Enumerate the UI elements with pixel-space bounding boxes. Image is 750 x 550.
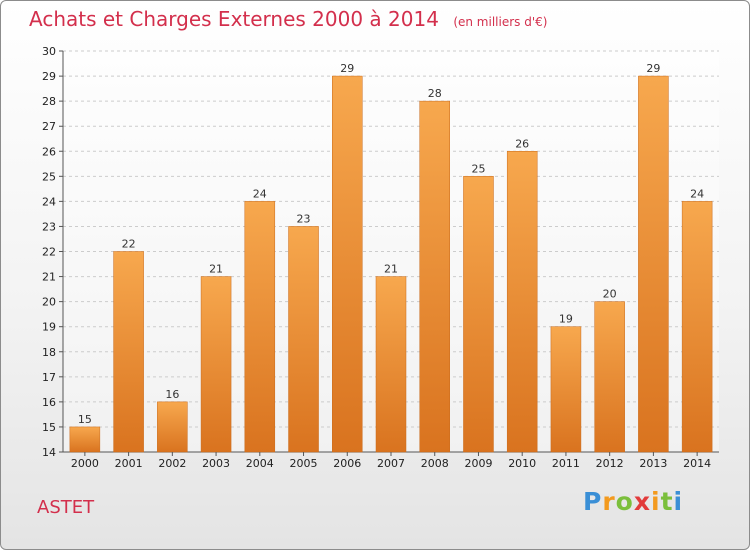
x-tick-label: 2003 [202,457,230,470]
bar-2013 [638,75,669,453]
bar-2012 [594,301,625,453]
data-label: 21 [384,263,398,276]
x-tick-label: 2004 [246,457,274,470]
x-tick-label: 2012 [596,457,624,470]
data-label: 15 [78,413,92,426]
bar-2003 [200,276,232,453]
bar-2010 [506,151,538,453]
y-tick-label: 18 [42,346,56,359]
x-tick-label: 2001 [115,457,143,470]
x-tick-label: 2000 [71,457,99,470]
x-tick-label: 2009 [464,457,492,470]
data-label: 20 [603,288,617,301]
x-tick-label: 2005 [290,457,318,470]
bar-2014 [681,201,713,453]
y-tick-label: 30 [42,45,56,58]
bar-2006 [332,75,363,453]
x-tick-label: 2008 [421,457,449,470]
data-label: 23 [297,212,311,225]
data-label: 29 [340,62,354,75]
y-tick-label: 21 [42,271,56,284]
bar-2009 [463,176,494,453]
y-tick-label: 22 [42,246,56,259]
y-tick-label: 25 [42,170,56,183]
y-tick-label: 16 [42,396,56,409]
y-tick-label: 17 [42,371,56,384]
y-tick-label: 15 [42,421,56,434]
y-tick-label: 23 [42,220,56,233]
chart-title-text: Achats et Charges Externes 2000 à 2014 [29,7,439,31]
chart-subtitle: (en milliers d'€) [453,15,548,29]
data-label: 24 [690,187,704,200]
x-tick-label: 2013 [639,457,667,470]
y-tick-label: 28 [42,95,56,108]
bar-2008 [419,100,450,453]
data-label: 19 [559,313,573,326]
bar-2002 [157,401,188,453]
x-tick-label: 2011 [552,457,580,470]
bar-2004 [244,201,276,453]
x-tick-label: 2014 [683,457,711,470]
data-label: 24 [253,187,267,200]
y-tick-label: 19 [42,321,56,334]
y-tick-label: 26 [42,145,56,158]
data-label: 25 [471,162,485,175]
data-label: 28 [428,87,442,100]
y-tick-label: 24 [42,195,56,208]
location-label: ASTET [37,497,95,518]
bar-2005 [288,226,319,453]
x-tick-label: 2007 [377,457,405,470]
bar-2000 [69,426,101,453]
proxiti-logo: Proxiti [583,487,684,516]
x-tick-label: 2006 [333,457,361,470]
bar-2007 [375,276,407,453]
x-tick-label: 2002 [158,457,186,470]
y-tick-label: 14 [42,446,56,459]
data-label: 21 [209,263,223,276]
y-tick-label: 20 [42,296,56,309]
chart-title: Achats et Charges Externes 2000 à 2014 (… [29,7,547,31]
x-tick-label: 2010 [508,457,536,470]
data-label: 22 [122,238,136,251]
data-label: 29 [646,62,660,75]
data-label: 26 [515,137,529,150]
y-tick-label: 27 [42,120,56,133]
bar-2011 [550,326,582,453]
data-label: 16 [165,388,179,401]
bar-2001 [113,251,144,453]
y-tick-label: 29 [42,70,56,83]
